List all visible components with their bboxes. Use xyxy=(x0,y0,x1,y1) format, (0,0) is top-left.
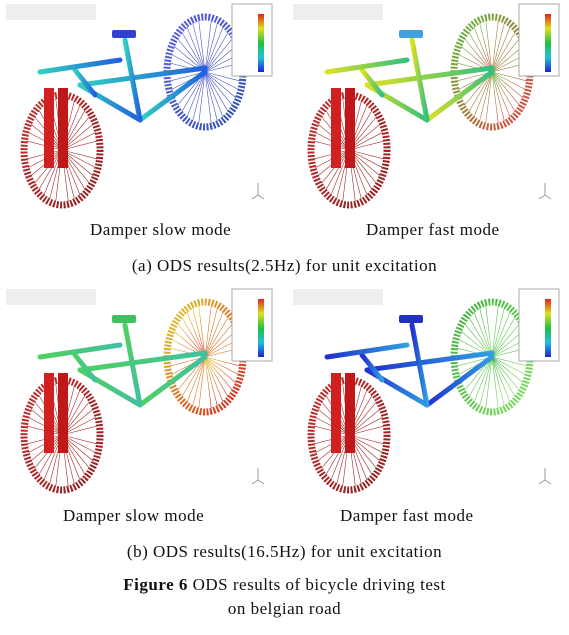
fea-image xyxy=(0,285,282,497)
header-text-block xyxy=(293,4,383,20)
panel-label: Damper fast mode xyxy=(340,506,474,526)
legend-box xyxy=(519,289,559,361)
fork xyxy=(345,373,355,453)
header-text-block xyxy=(6,4,96,20)
figure-page: Damper slow mode Damper fast mode (a) OD… xyxy=(0,0,569,635)
figure-caption: Figure 6 ODS results of bicycle driving … xyxy=(0,575,569,595)
axis-triad xyxy=(252,183,264,199)
saddle xyxy=(399,315,423,323)
color-bar xyxy=(545,14,551,72)
fork xyxy=(345,88,355,168)
saddle xyxy=(112,315,136,323)
saddle xyxy=(112,30,136,38)
fork xyxy=(44,88,54,168)
legend-box xyxy=(519,4,559,76)
panel-label: Damper slow mode xyxy=(63,506,204,526)
frame-tube xyxy=(327,345,407,357)
figure-label: Figure 6 xyxy=(123,575,188,594)
fork xyxy=(58,373,68,453)
color-bar xyxy=(258,299,264,357)
color-bar xyxy=(258,14,264,72)
fea-image xyxy=(287,285,569,497)
fork xyxy=(331,373,341,453)
header-text-block xyxy=(6,289,96,305)
legend-box xyxy=(232,4,272,76)
color-bar xyxy=(545,299,551,357)
fork xyxy=(331,88,341,168)
frame-tube xyxy=(327,60,407,72)
axis-triad xyxy=(539,183,551,199)
fea-image xyxy=(0,0,282,212)
axis-triad xyxy=(539,468,551,484)
legend-box xyxy=(232,289,272,361)
fea-image xyxy=(287,0,569,212)
caption-text: ODS results of bicycle driving test xyxy=(193,575,446,594)
row-caption: (b) ODS results(16.5Hz) for unit excitat… xyxy=(0,542,569,562)
row-caption: (a) ODS results(2.5Hz) for unit excitati… xyxy=(0,256,569,276)
frame-tube xyxy=(40,60,120,72)
fork xyxy=(58,88,68,168)
panel-label: Damper fast mode xyxy=(366,220,500,240)
panel-label: Damper slow mode xyxy=(90,220,231,240)
fork xyxy=(44,373,54,453)
axis-triad xyxy=(252,468,264,484)
frame-tube xyxy=(40,345,120,357)
figure-caption: on belgian road xyxy=(0,599,569,619)
header-text-block xyxy=(293,289,383,305)
saddle xyxy=(399,30,423,38)
